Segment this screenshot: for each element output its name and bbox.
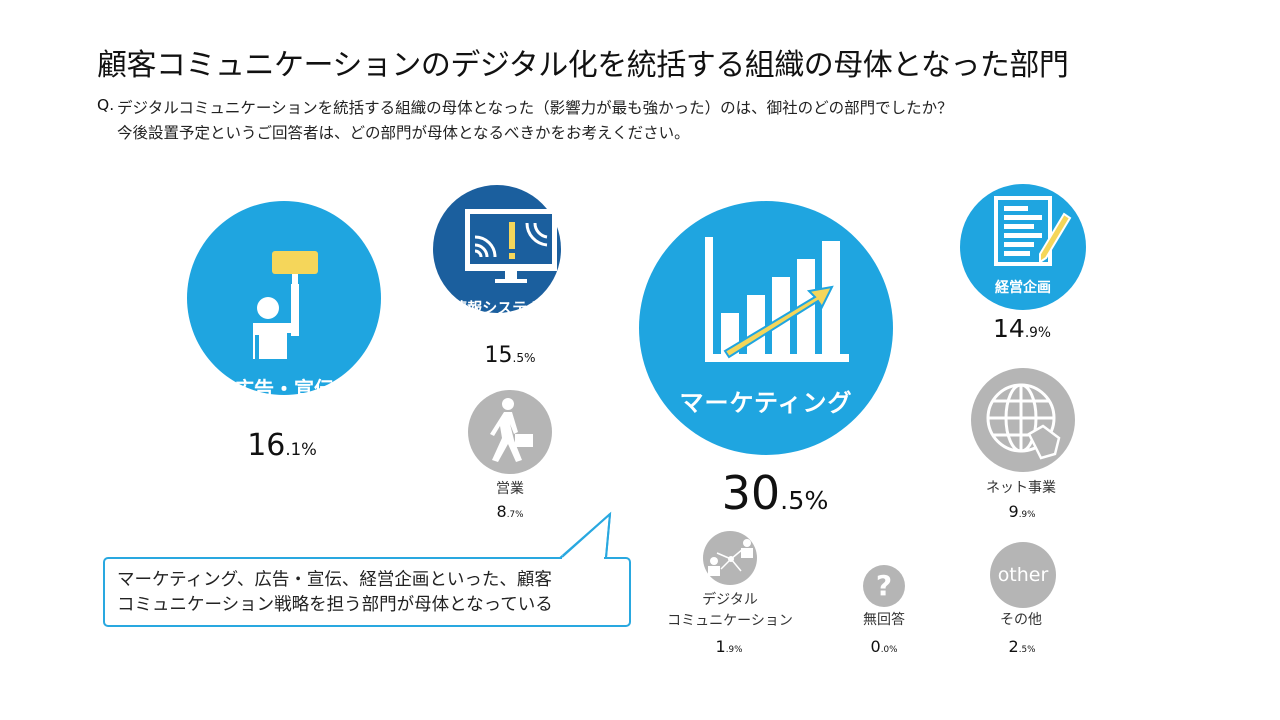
question-line-1: デジタルコミュニケーションを統括する組織の母体となった（影響力が最も強かった）の… [117, 99, 953, 117]
bubble-label-no-answer: 無回答 [863, 612, 905, 628]
bubble-no-answer: ? [863, 565, 905, 607]
value-label: 8.7% [496, 502, 524, 521]
document-pen-icon [994, 196, 1072, 266]
bubble-marketing: マーケティング [639, 201, 893, 455]
bubble-sales [468, 390, 552, 474]
monitor-alert-icon [465, 209, 557, 283]
bubble-corporate-planning: 経営企画 [960, 184, 1086, 310]
label-line-2: コミュニケーション [667, 613, 793, 629]
label-line-1: デジタル [702, 592, 758, 608]
value-label: 2.5% [1008, 637, 1036, 656]
value-label: 15.5% [484, 343, 536, 368]
callout-line-2: コミュニケーション戦略を担う部門が母体となっている [117, 595, 553, 615]
bubble-label-other: その他 [1000, 612, 1042, 628]
bubble-label: マーケティング [679, 389, 853, 417]
bubble-label: 経営企画 [995, 280, 1051, 296]
value-label: 1.9% [715, 637, 743, 656]
value-label: 0.0% [870, 637, 898, 656]
value-label: 30.5% [721, 466, 829, 520]
callout-box [103, 557, 631, 627]
person-holding-sign-icon [253, 251, 318, 359]
bubble-advertising: 広告・宣伝 [187, 201, 381, 401]
bubble-other: other [990, 542, 1056, 608]
page-title: 顧客コミュニケーションのデジタル化を統括する組織の母体となった部門 [97, 48, 1069, 83]
question-line-2: 今後設置予定というご回答者は、どの部門が母体となるべきかをお考えください。 [117, 124, 690, 142]
question-prefix: Q. [97, 96, 115, 114]
bubble-net-business [971, 368, 1075, 472]
bubble-it-systems: 情報システム [433, 185, 561, 317]
network-people-icon [708, 539, 753, 576]
value-label: 9.9% [1008, 502, 1036, 521]
bar-chart-arrow-icon [705, 237, 849, 362]
walking-businessman-icon [490, 398, 533, 462]
bubble-label: 情報システム [452, 299, 542, 317]
callout-text: マーケティング、広告・宣伝、経営企画といった、顧客 コミュニケーション戦略を担う… [117, 568, 553, 618]
callout-line-1: マーケティング、広告・宣伝、経営企画といった、顧客 [117, 570, 552, 590]
bubble-label: 広告・宣伝 [234, 377, 334, 401]
value-label: 14.9% [993, 314, 1051, 343]
globe-cursor-icon [986, 383, 1061, 460]
value-label: 16.1% [247, 428, 317, 463]
other-icon: other [997, 564, 1049, 586]
bubble-label-net-business: ネット事業 [986, 480, 1056, 496]
bubble-label-digital: デジタル コミュニケーション [667, 590, 793, 632]
bubble-digital-communication [703, 531, 757, 585]
question-icon: ? [875, 569, 893, 602]
bubble-label-sales: 営業 [496, 481, 524, 497]
